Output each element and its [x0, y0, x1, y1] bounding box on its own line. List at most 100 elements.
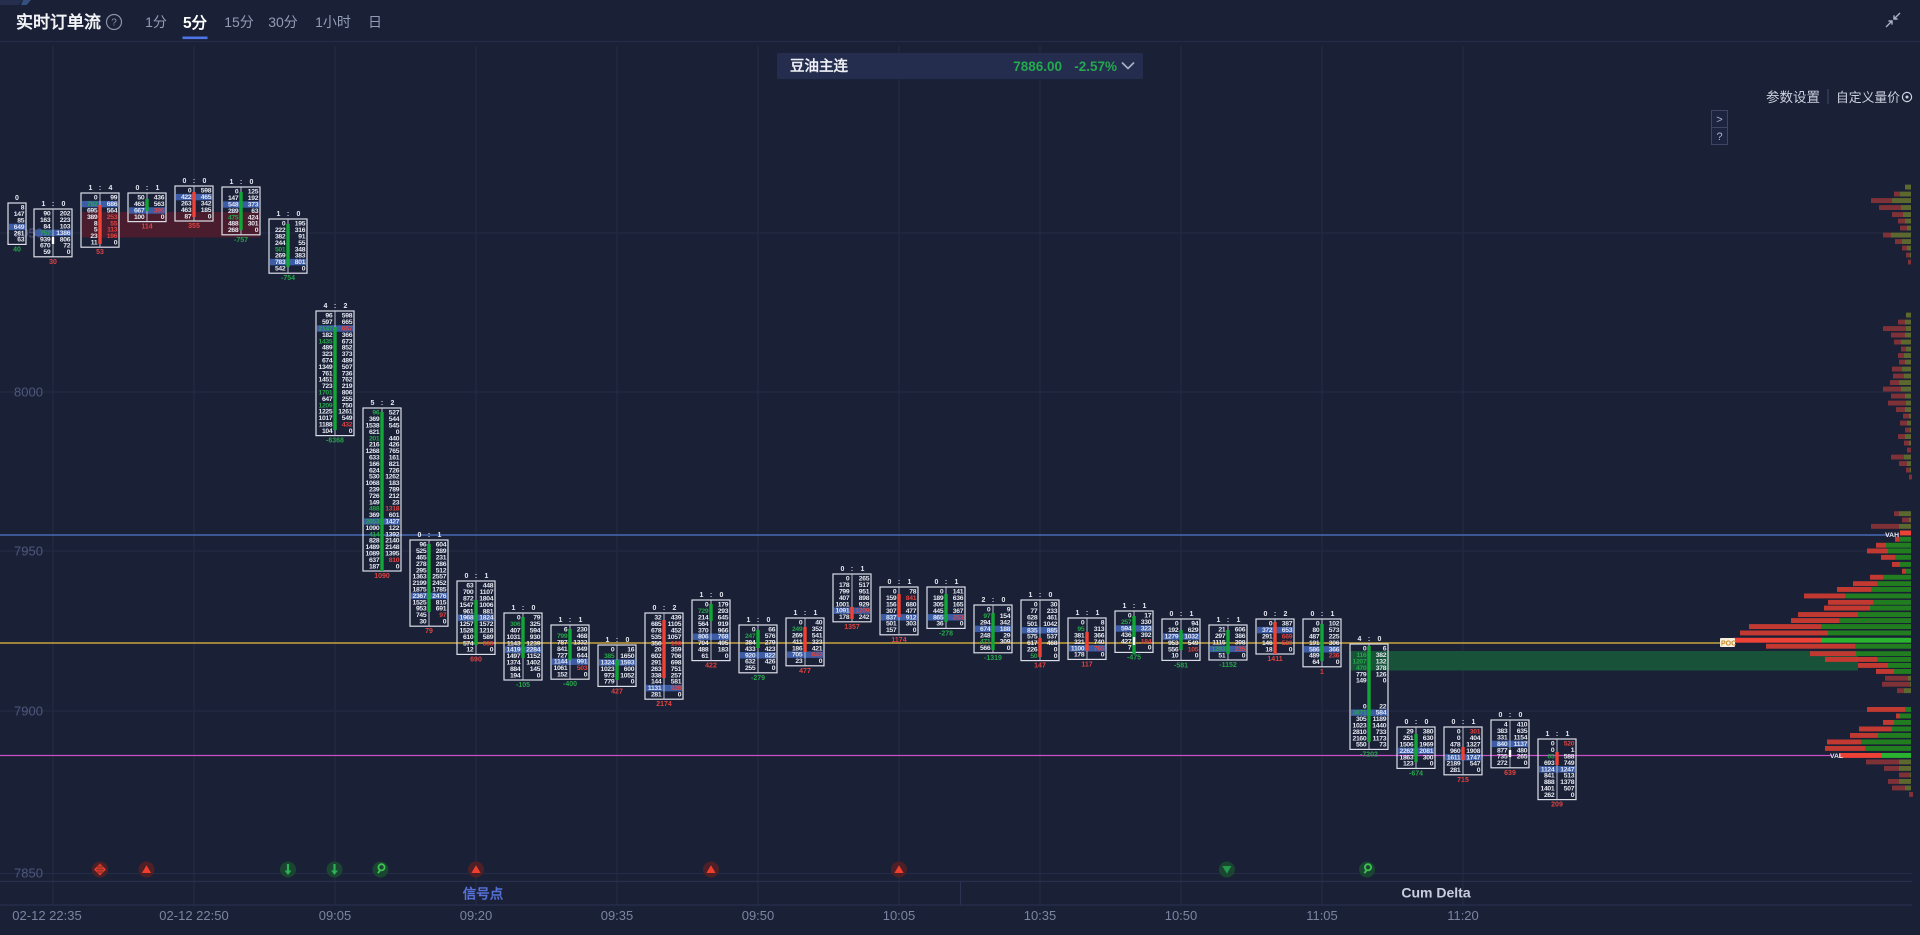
svg-text:63: 63 [466, 583, 473, 590]
svg-text:157: 157 [886, 627, 897, 634]
svg-text::: : [804, 610, 806, 617]
svg-text:105: 105 [1188, 646, 1199, 653]
svg-text:0: 0 [94, 195, 98, 202]
svg-text:544: 544 [389, 416, 400, 423]
svg-text:104: 104 [322, 428, 333, 435]
svg-text:0: 0 [1311, 611, 1315, 618]
svg-text:1392: 1392 [385, 531, 399, 538]
svg-text:378: 378 [1376, 665, 1387, 672]
svg-text:1: 1 [579, 617, 583, 624]
svg-text:-2.57%: -2.57% [1074, 59, 1117, 74]
svg-text:1小时: 1小时 [315, 14, 351, 30]
svg-text::: : [1086, 610, 1088, 617]
svg-text:147: 147 [228, 195, 239, 202]
svg-text:POC: POC [1721, 640, 1736, 647]
svg-text:548: 548 [228, 202, 239, 209]
svg-text:395: 395 [154, 208, 165, 215]
svg-text:1: 1 [1123, 603, 1127, 610]
svg-text:202: 202 [60, 211, 71, 218]
svg-text:0: 0 [584, 672, 588, 679]
svg-text:821: 821 [389, 461, 400, 468]
svg-text:487: 487 [1309, 634, 1320, 641]
svg-text:779: 779 [604, 679, 615, 686]
svg-text:2: 2 [344, 303, 348, 310]
svg-text::: : [381, 400, 383, 407]
svg-text:527: 527 [389, 410, 400, 417]
svg-text:4: 4 [1358, 636, 1362, 643]
svg-text:1908: 1908 [1466, 748, 1480, 755]
svg-text:0: 0 [940, 589, 944, 596]
svg-text:16: 16 [627, 647, 634, 654]
svg-text:1209: 1209 [855, 608, 869, 615]
svg-text:1357: 1357 [844, 624, 860, 631]
svg-text:1: 1 [1217, 617, 1221, 624]
svg-text:0: 0 [183, 178, 187, 185]
svg-text:6: 6 [564, 627, 568, 634]
svg-text::: : [146, 185, 148, 192]
svg-text:1875: 1875 [412, 587, 426, 594]
svg-text:165: 165 [953, 602, 964, 609]
svg-text:517: 517 [859, 582, 870, 589]
svg-text:643: 643 [812, 652, 823, 659]
svg-text:4: 4 [324, 303, 328, 310]
svg-text:278: 278 [416, 561, 427, 568]
svg-text:1: 1 [861, 566, 865, 573]
svg-text:348: 348 [295, 246, 306, 253]
svg-text:604: 604 [436, 542, 447, 549]
svg-text:286: 286 [436, 561, 447, 568]
svg-text::: : [1133, 603, 1135, 610]
svg-text::: : [851, 566, 853, 573]
svg-text:02-12 22:50: 02-12 22:50 [159, 908, 228, 923]
svg-text:953: 953 [1168, 640, 1179, 647]
svg-text:0: 0 [62, 201, 66, 208]
svg-text:0: 0 [490, 647, 494, 654]
svg-text:1451: 1451 [318, 377, 332, 384]
svg-text:09:20: 09:20 [460, 908, 493, 923]
svg-text:307: 307 [886, 608, 897, 615]
svg-text:667: 667 [134, 208, 145, 215]
svg-text:0: 0 [1425, 719, 1429, 726]
svg-text:0: 0 [255, 227, 259, 234]
svg-text:0: 0 [465, 573, 469, 580]
svg-text:653: 653 [1282, 627, 1293, 634]
svg-text:0: 0 [1148, 645, 1152, 652]
svg-text:726: 726 [389, 467, 400, 474]
svg-text:10:05: 10:05 [883, 908, 916, 923]
svg-text:488: 488 [369, 506, 380, 513]
svg-text:113: 113 [107, 227, 118, 234]
svg-text::: : [1368, 636, 1370, 643]
svg-text:1650: 1650 [620, 653, 634, 660]
svg-text:0: 0 [1524, 760, 1528, 767]
svg-text::: : [193, 178, 195, 185]
svg-text:0: 0 [1175, 621, 1179, 628]
svg-text:183: 183 [718, 647, 729, 654]
svg-text:2284: 2284 [526, 647, 540, 654]
svg-text:507: 507 [1564, 786, 1575, 793]
svg-text:633: 633 [369, 455, 380, 462]
svg-text:835: 835 [1027, 627, 1038, 634]
svg-text:541: 541 [812, 633, 823, 640]
svg-text:-105: -105 [516, 682, 530, 689]
svg-text:1: 1 [1143, 603, 1147, 610]
svg-text:0: 0 [443, 619, 447, 626]
svg-text:1218: 1218 [479, 628, 493, 635]
svg-text:0: 0 [960, 621, 964, 628]
svg-text:97: 97 [983, 613, 990, 620]
svg-text:253: 253 [107, 214, 118, 221]
svg-text:801: 801 [295, 259, 306, 266]
svg-text:247: 247 [745, 633, 756, 640]
svg-text:6: 6 [1383, 646, 1387, 653]
svg-text:501: 501 [886, 621, 897, 628]
svg-text:383: 383 [1497, 728, 1508, 735]
svg-text:2: 2 [673, 605, 677, 612]
svg-text:564: 564 [107, 208, 118, 215]
svg-text:96: 96 [419, 542, 426, 549]
svg-text:96: 96 [325, 313, 332, 320]
svg-text:647: 647 [322, 396, 333, 403]
svg-text:-1319: -1319 [984, 655, 1002, 662]
svg-text:477: 477 [799, 668, 811, 675]
svg-text:305: 305 [933, 602, 944, 609]
svg-text:369: 369 [369, 416, 380, 423]
svg-text::: : [992, 597, 994, 604]
svg-text:597: 597 [322, 319, 333, 326]
